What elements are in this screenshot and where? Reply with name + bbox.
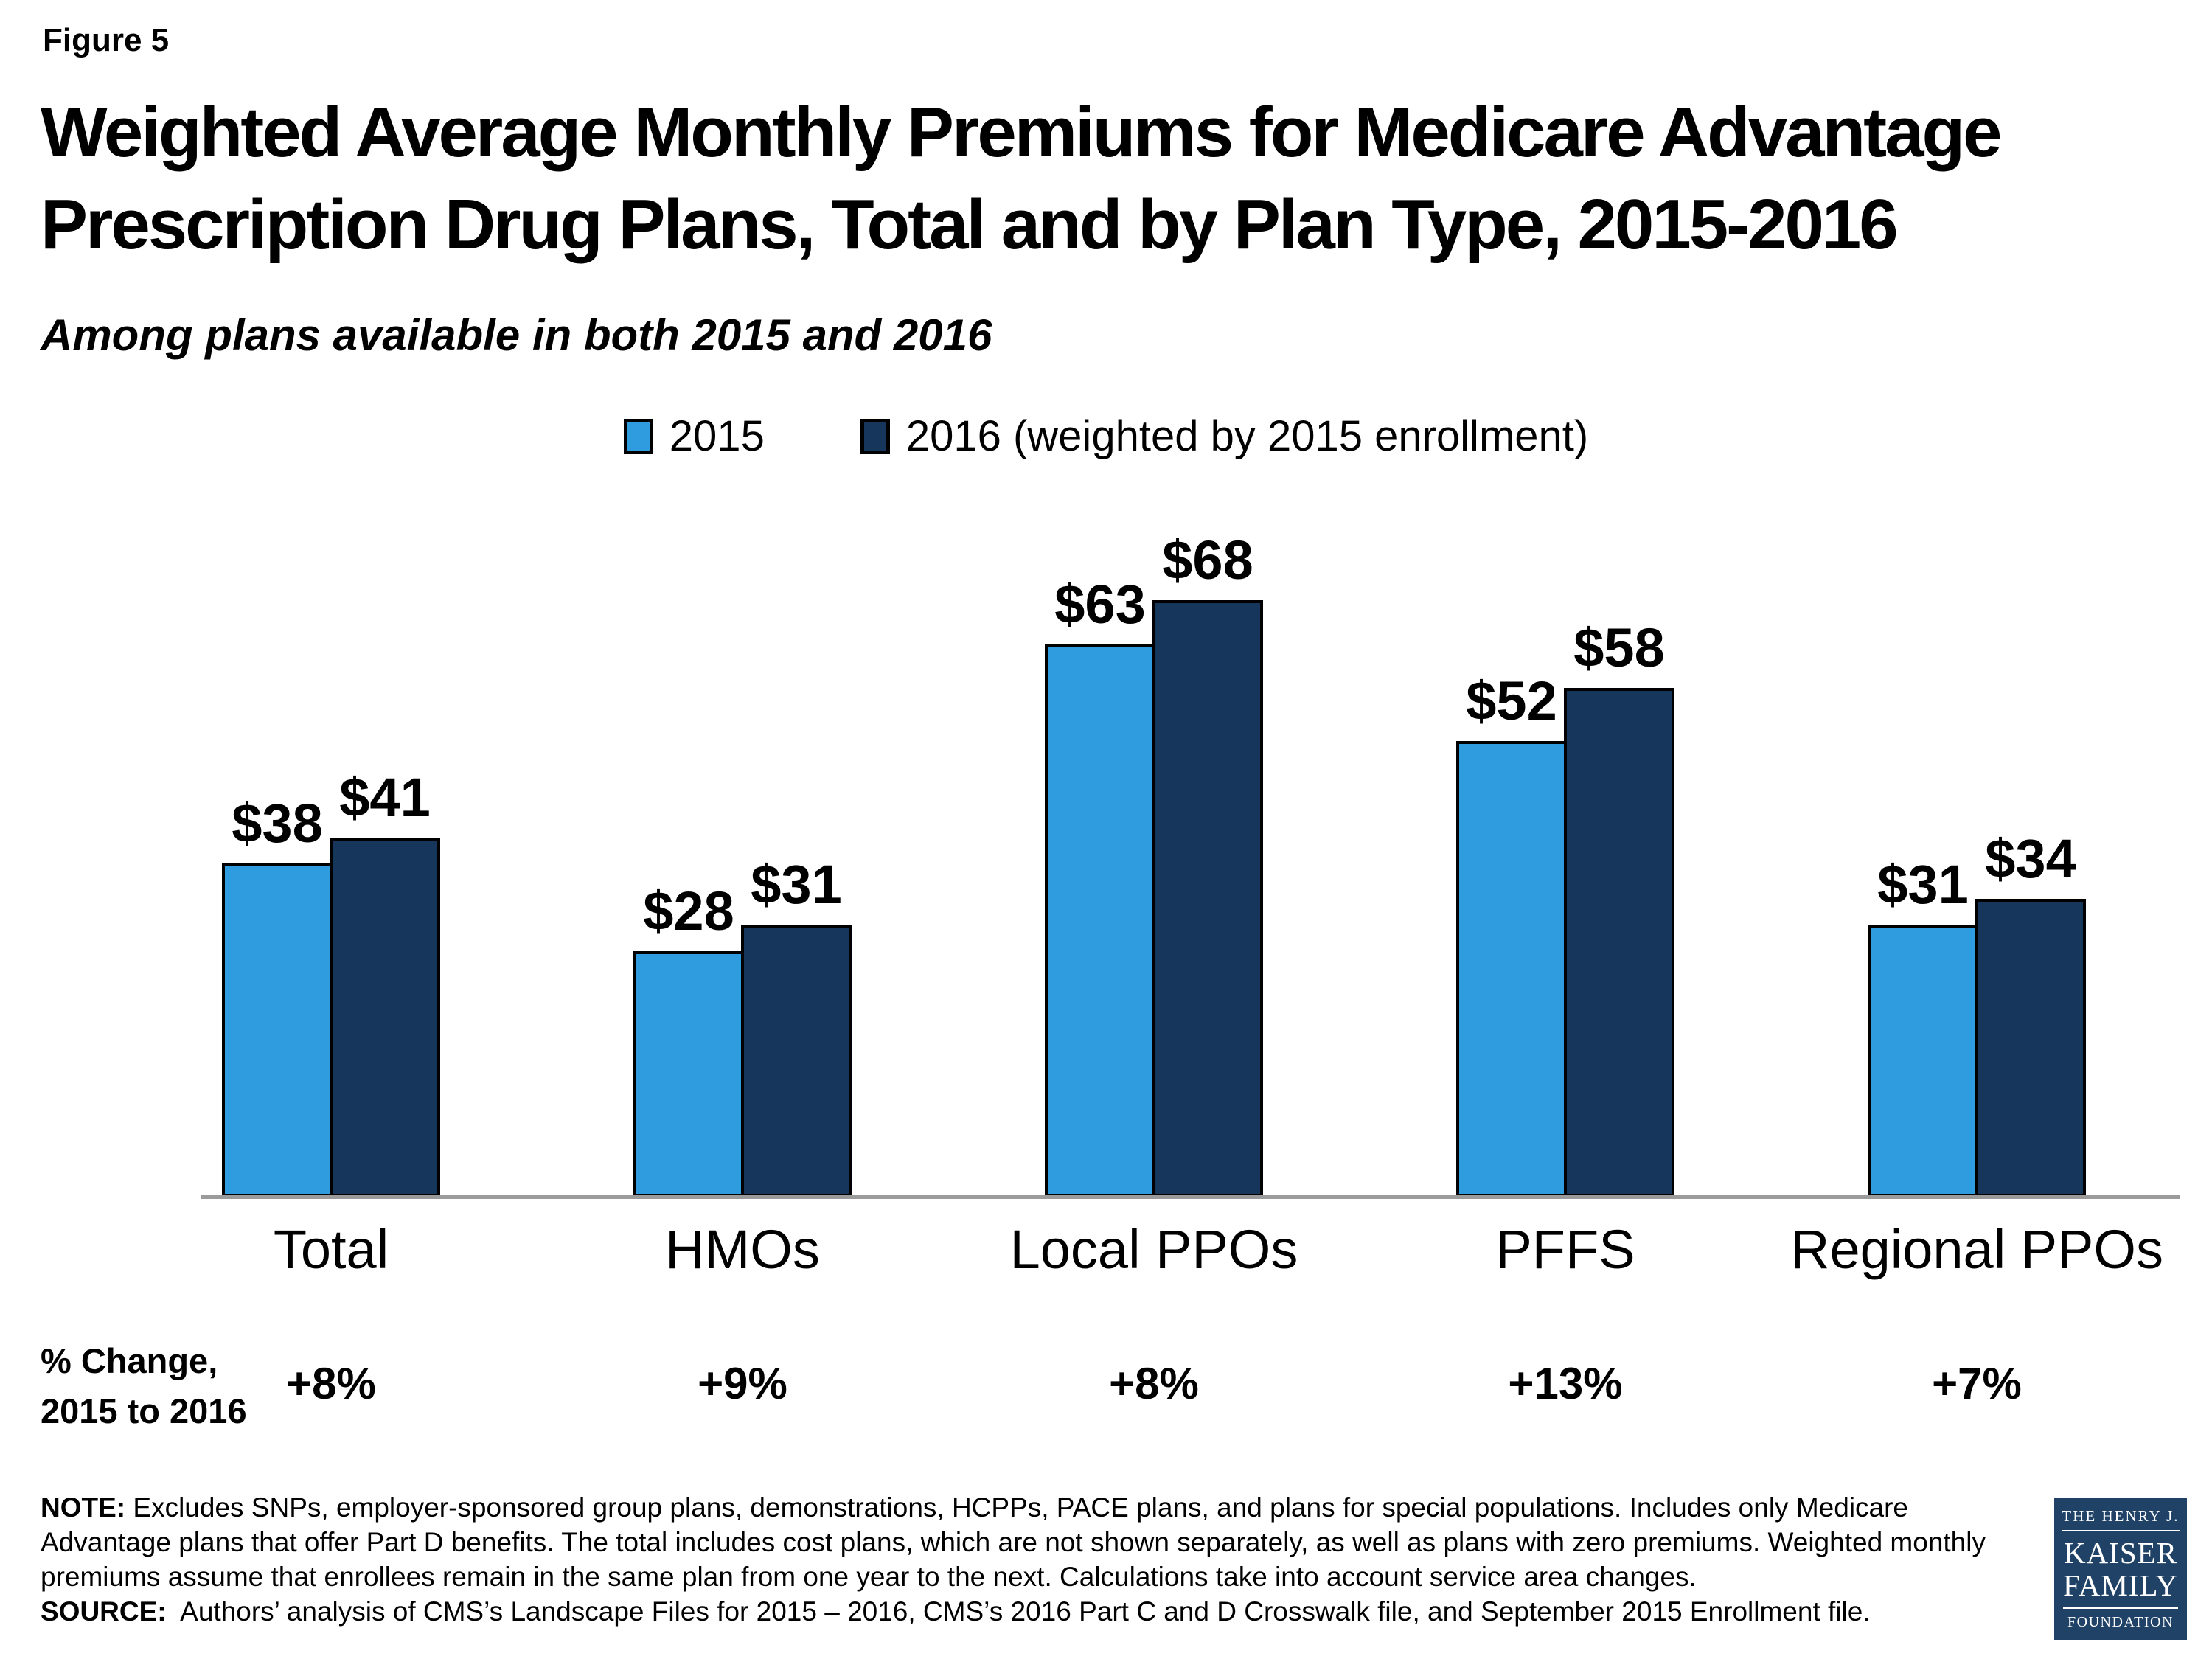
bar-value-label: $38 bbox=[232, 793, 323, 855]
bar-pair-hmos: $28 $31 bbox=[633, 557, 852, 1197]
note-body: Excludes SNPs, employer-sponsored group … bbox=[41, 1492, 1986, 1592]
bar-value-label: $34 bbox=[1985, 827, 2076, 889]
bar-value-label: $31 bbox=[751, 854, 842, 916]
source-text: SOURCE: Authors’ analysis of CMS’s Lands… bbox=[41, 1595, 2042, 1630]
category-label-total: Total bbox=[273, 1219, 389, 1280]
bar-group-total: $38 $41 bbox=[125, 557, 537, 1197]
logo-line-family: FAMILY bbox=[2062, 1569, 2179, 1610]
logo-line-henry-j: THE HENRY J. bbox=[2062, 1507, 2180, 1531]
legend-item-2016: 2016 (weighted by 2015 enrollment) bbox=[860, 411, 1588, 461]
page-title: Weighted Average Monthly Premiums for Me… bbox=[41, 87, 2186, 271]
chart-legend: 2015 2016 (weighted by 2015 enrollment) bbox=[0, 411, 2212, 461]
logo-line-foundation: FOUNDATION bbox=[2067, 1614, 2174, 1631]
chart-subtitle: Among plans available in both 2015 and 2… bbox=[41, 310, 992, 360]
bar-pair-total: $38 $41 bbox=[222, 557, 440, 1197]
legend-label-2015: 2015 bbox=[669, 412, 765, 460]
note-label: NOTE: bbox=[41, 1492, 126, 1523]
category-label-regional-ppos: Regional PPOs bbox=[1790, 1219, 2163, 1280]
source-body: Authors’ analysis of CMS’s Landscape Fil… bbox=[180, 1596, 1871, 1627]
bar-group-local-ppos: $63 $68 bbox=[948, 529, 1360, 1197]
pct-change-value-regional-ppos: +7% bbox=[1932, 1359, 2022, 1408]
pct-change-row-label-line1: % Change, bbox=[41, 1341, 218, 1380]
bar-pair-pffs: $52 $58 bbox=[1456, 557, 1674, 1197]
bar-group-pffs: $52 $58 bbox=[1360, 557, 1771, 1197]
pct-change-row-label-line2: 2015 to 2016 bbox=[41, 1391, 247, 1431]
category-label-local-ppos: Local PPOs bbox=[1009, 1219, 1298, 1280]
legend-item-2015: 2015 bbox=[623, 411, 765, 461]
bar-value-label: $63 bbox=[1054, 573, 1146, 635]
bar-2015-total: $38 bbox=[222, 793, 333, 1197]
pct-change-value-total: +8% bbox=[286, 1359, 376, 1408]
bar-group-regional-ppos: $31 $34 bbox=[1771, 557, 2183, 1197]
bar-value-label: $68 bbox=[1162, 529, 1253, 591]
plot-groups: $38 $41 $28 $31 $63 $68 $52 $58 $31 $34 bbox=[125, 529, 2183, 1197]
pct-change-row: +8% +9% +8% +13% +7% bbox=[125, 1358, 2183, 1409]
kaiser-family-foundation-logo: THE HENRY J. KAISER FAMILY FOUNDATION bbox=[2054, 1498, 2187, 1640]
bar-value-label: $28 bbox=[643, 880, 734, 942]
bar-2015-regional-ppos: $31 bbox=[1868, 854, 1978, 1197]
footnotes: NOTE: Excludes SNPs, employer-sponsored … bbox=[41, 1491, 2042, 1630]
category-label-pffs: PFFS bbox=[1495, 1219, 1635, 1280]
logo-line-kaiser: KAISER bbox=[2063, 1535, 2178, 1570]
bar-pair-regional-ppos: $31 $34 bbox=[1868, 557, 2086, 1197]
pct-change-value-local-ppos: +8% bbox=[1109, 1359, 1199, 1408]
bar-2016-regional-ppos: $34 bbox=[1975, 828, 2086, 1197]
figure-label: Figure 5 bbox=[43, 22, 170, 58]
bar-value-label: $41 bbox=[339, 766, 431, 828]
title-line-1: Weighted Average Monthly Premiums for Me… bbox=[41, 93, 2003, 172]
bar-2016-local-ppos: $68 bbox=[1152, 529, 1263, 1197]
bar-value-label: $52 bbox=[1466, 669, 1557, 731]
bar-group-hmos: $28 $31 bbox=[537, 557, 948, 1197]
bar-2016-pffs: $58 bbox=[1564, 617, 1674, 1197]
source-label: SOURCE: bbox=[41, 1596, 167, 1627]
legend-swatch-2015 bbox=[623, 418, 653, 454]
category-label-hmos: HMOs bbox=[665, 1219, 820, 1280]
bar-2015-pffs: $52 bbox=[1456, 670, 1567, 1197]
pct-change-value-pffs: +13% bbox=[1508, 1359, 1623, 1408]
legend-swatch-2016 bbox=[860, 418, 890, 454]
bar-2016-hmos: $31 bbox=[741, 854, 852, 1197]
bar-pair-local-ppos: $63 $68 bbox=[1045, 529, 1263, 1197]
pct-change-value-hmos: +9% bbox=[698, 1359, 787, 1408]
bar-2015-local-ppos: $63 bbox=[1045, 574, 1155, 1197]
pct-change-row-label: % Change, 2015 to 2016 bbox=[41, 1336, 247, 1436]
bar-2016-total: $41 bbox=[330, 767, 440, 1197]
x-axis-line bbox=[201, 1195, 2180, 1199]
category-row: Total HMOs Local PPOs PFFS Regional PPOs bbox=[125, 1218, 2183, 1281]
title-line-2: Prescription Drug Plans, Total and by Pl… bbox=[41, 184, 1899, 264]
legend-label-2016: 2016 (weighted by 2015 enrollment) bbox=[905, 412, 1589, 460]
bar-2015-hmos: $28 bbox=[633, 880, 744, 1197]
bar-value-label: $58 bbox=[1573, 617, 1665, 679]
note-text: NOTE: Excludes SNPs, employer-sponsored … bbox=[41, 1491, 2042, 1595]
bar-value-label: $31 bbox=[1877, 854, 1969, 916]
